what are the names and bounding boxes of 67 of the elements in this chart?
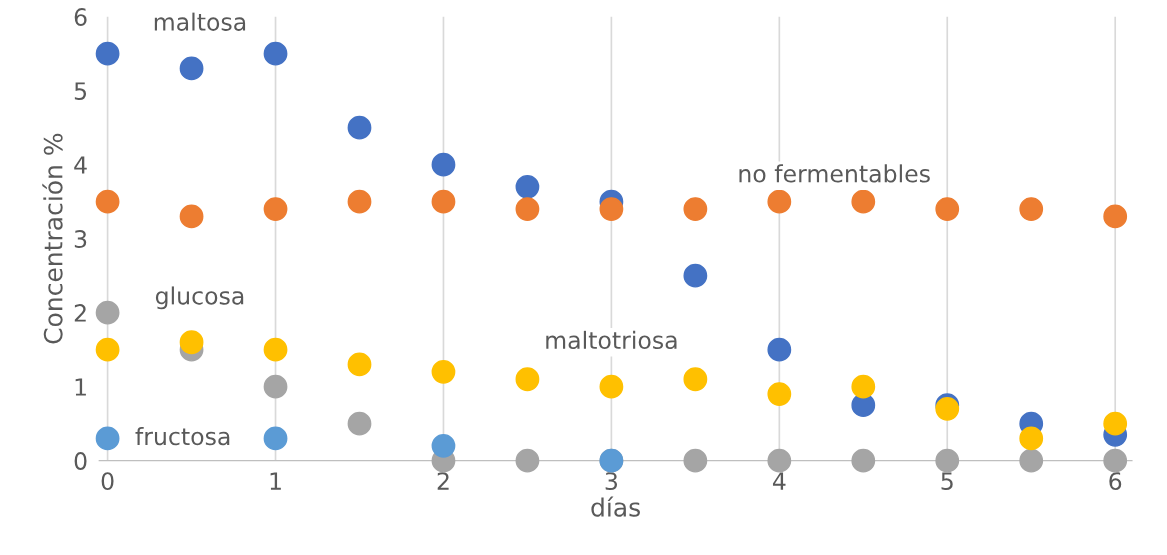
- x-tick-label: 0: [101, 472, 114, 491]
- point: [1019, 426, 1044, 451]
- point: [1019, 197, 1044, 221]
- point: [347, 352, 372, 377]
- y-tick-label: 1: [75, 378, 86, 396]
- point: [95, 41, 120, 66]
- point: [95, 337, 120, 362]
- point: [431, 152, 456, 177]
- point: [851, 374, 876, 399]
- point: [1103, 411, 1128, 436]
- point: [1103, 448, 1128, 473]
- point: [935, 448, 960, 473]
- point: [683, 263, 708, 288]
- x-axis-title: días: [591, 496, 640, 517]
- y-tick-label: 3: [74, 230, 87, 248]
- series-label: maltosa: [154, 12, 246, 31]
- point: [683, 197, 708, 221]
- point: [431, 433, 456, 458]
- point: [95, 300, 120, 325]
- point: [263, 374, 288, 399]
- point: [767, 189, 792, 214]
- point: [431, 189, 456, 214]
- x-tick-label: 4: [772, 472, 786, 490]
- point: [263, 197, 288, 221]
- point: [851, 189, 876, 214]
- point: [515, 367, 540, 392]
- y-tick-label: 2: [74, 304, 86, 322]
- point: [683, 448, 708, 473]
- x-tick-label: 2: [437, 472, 449, 490]
- series-label: fructosa: [135, 427, 230, 446]
- point: [851, 448, 876, 473]
- point: [515, 174, 540, 199]
- series-label: no fermentables: [739, 164, 930, 183]
- y-tick-label: 0: [74, 452, 87, 470]
- point: [347, 411, 372, 436]
- point: [515, 197, 540, 221]
- point: [431, 359, 456, 384]
- point: [1103, 204, 1128, 229]
- point: [767, 448, 792, 473]
- point: [179, 204, 204, 229]
- x-tick-label: 3: [605, 472, 618, 491]
- point: [347, 189, 372, 214]
- y-tick-label: 6: [74, 8, 87, 26]
- x-tick-label: 1: [270, 472, 281, 490]
- point: [935, 197, 960, 221]
- point: [347, 115, 372, 140]
- point: [1019, 448, 1044, 473]
- x-tick-label: 6: [1109, 472, 1122, 491]
- point: [95, 426, 120, 451]
- point: [515, 448, 540, 473]
- point: [263, 41, 288, 66]
- point: [95, 189, 120, 214]
- point: [599, 374, 624, 399]
- point: [179, 56, 204, 81]
- y-tick-label: 4: [74, 156, 87, 174]
- point: [263, 337, 288, 362]
- point: [263, 426, 288, 451]
- point: [767, 337, 792, 362]
- point: [599, 197, 624, 221]
- y-axis-title: Concentración %: [42, 133, 63, 344]
- series-label: maltotriosa: [546, 330, 677, 350]
- x-tick-label: 5: [941, 472, 953, 491]
- point: [179, 330, 204, 355]
- point: [767, 382, 792, 406]
- point: [683, 367, 708, 392]
- series-label: glucosa: [155, 286, 244, 310]
- y-tick-label: 5: [74, 82, 87, 100]
